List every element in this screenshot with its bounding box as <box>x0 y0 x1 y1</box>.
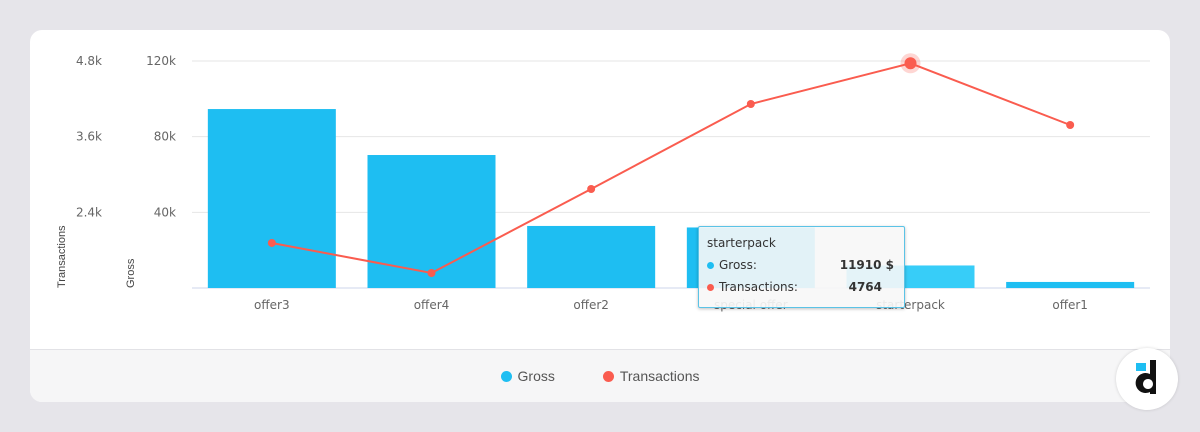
tooltip-value: 11910 $ <box>839 258 894 272</box>
bar-offer2 <box>527 225 656 288</box>
transactions-point <box>904 57 917 70</box>
gross-legend-dot-icon <box>500 370 512 382</box>
bar-offer1 <box>1006 281 1135 288</box>
transactions-point <box>746 100 755 109</box>
transactions-point <box>427 268 436 277</box>
legend-label: Gross <box>517 368 555 384</box>
bar-offer3 <box>207 109 336 288</box>
gross-tick-label: 120k <box>146 54 176 68</box>
gross-tick-label: 80k <box>154 130 176 144</box>
x-tick-label: offer3 <box>254 298 290 312</box>
combo-chart: 40k 80k 120k 2.4k 3.6k 4.8k Transactions Gross o… <box>56 53 1150 312</box>
chart-card: 40k 80k 120k 2.4k 3.6k 4.8k Transactions Gross o… <box>30 30 1170 402</box>
tooltip-label: Transactions: <box>719 280 798 294</box>
gross-axis-title: Gross <box>125 258 137 288</box>
tooltip-row-transactions: Transactions: 4764 <box>707 280 894 294</box>
tooltip-row-gross: Gross: 11910 $ <box>707 258 894 272</box>
tooltip-value: 4764 <box>848 280 882 294</box>
transactions-axis-title: Transactions <box>56 225 68 288</box>
legend-item-gross[interactable]: Gross <box>500 368 555 384</box>
gross-dot-icon <box>707 261 714 269</box>
gross-tick-label: 40k <box>154 205 176 219</box>
transactions-dot-icon <box>707 283 714 291</box>
x-tick-label: offer2 <box>573 298 609 312</box>
x-tick-label: offer4 <box>414 298 450 312</box>
transactions-tick-label: 3.6k <box>76 130 102 144</box>
transactions-point <box>1066 121 1075 130</box>
transactions-point <box>587 185 596 194</box>
legend: Gross Transactions <box>30 349 1170 402</box>
bar-offer4 <box>367 155 496 288</box>
legend-item-transactions[interactable]: Transactions <box>602 368 700 384</box>
transactions-tick-label: 2.4k <box>76 205 102 219</box>
tooltip: starterpack Gross: 11910 $ Transactions:… <box>698 226 905 308</box>
transactions-legend-dot-icon <box>602 370 614 382</box>
devtodev-logo-icon <box>1116 348 1178 410</box>
x-tick-label: offer1 <box>1052 298 1088 312</box>
tooltip-title: starterpack <box>707 236 776 250</box>
tooltip-label: Gross: <box>719 258 757 272</box>
legend-label: Transactions <box>619 368 700 384</box>
transactions-point <box>267 238 276 247</box>
transactions-tick-label: 4.8k <box>76 54 102 68</box>
transactions-line <box>271 62 1071 275</box>
